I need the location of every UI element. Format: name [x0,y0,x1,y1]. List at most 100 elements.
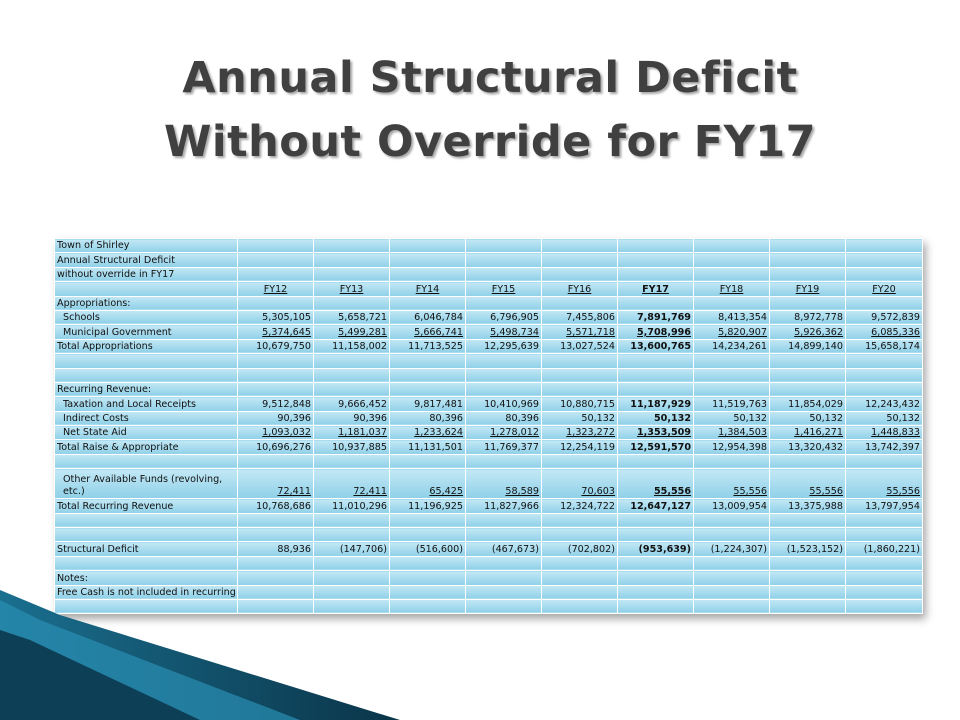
table-cell [465,353,542,369]
table-cell: 12,254,119 [541,439,618,455]
table-cell [769,453,846,470]
table-cell [237,512,314,529]
row-label [54,527,238,543]
table-cell: 9,572,839 [845,309,923,326]
table-cell [845,237,923,254]
table-cell: 58,589 [465,468,542,500]
table-cell [313,584,390,600]
table-cell [465,598,542,615]
table-cell [769,512,846,529]
table-cell [237,381,314,398]
table-row: FY12 FY13 FY14 FY15 FY16 FY17 FY18 FY19 FY20 [54,281,923,297]
table-cell: (147,706) [313,541,390,557]
table-cell [313,598,390,615]
table-row: Net State Aid 1,093,032 1,181,037 1,233,624… [54,425,923,441]
table-row: Schools 5,305,105 5,658,721 6,046,784 6,796,… [54,309,923,326]
table-cell: 15,658,174 [845,338,923,355]
table-row [54,555,923,572]
table-cell: 88,936 [237,541,314,557]
table-cell [769,381,846,398]
table-cell: 14,234,261 [693,338,770,355]
table-cell [769,295,846,311]
deficit-table-body: Town of Shirley Annual Structural Deficit… [54,237,923,615]
table-cell [617,252,694,268]
table-cell: 10,937,885 [313,439,390,455]
table-cell [541,353,618,369]
table-cell: 11,854,029 [769,396,846,412]
table-cell [541,555,618,572]
table-cell: 1,416,271 [769,425,846,441]
table-cell [237,295,314,311]
row-label: Indirect Costs [54,410,238,427]
table-row: Municipal Government 5,374,645 5,499,281 5,… [54,324,923,340]
row-label: Annual Structural Deficit [54,252,238,268]
table-cell [693,295,770,311]
table-cell: 70,603 [541,468,618,500]
table-cell: 1,278,012 [465,425,542,441]
table-cell: 9,512,848 [237,396,314,412]
table-cell [237,266,314,283]
table-cell [465,237,542,254]
table-cell: 6,796,905 [465,309,542,326]
table-cell: 12,324,722 [541,498,618,514]
table-cell: (1,523,152) [769,541,846,557]
table-cell [617,295,694,311]
table-cell [237,252,314,268]
table-cell: 12,243,432 [845,396,923,412]
table-cell [769,237,846,254]
table-cell: 12,954,398 [693,439,770,455]
table-cell: 72,411 [237,468,314,500]
table-cell [617,570,694,586]
deficit-table: Town of Shirley Annual Structural Deficit… [54,237,923,615]
table-cell [617,453,694,470]
deficit-table-container: Town of Shirley Annual Structural Deficit… [54,237,923,615]
table-cell: 6,046,784 [389,309,466,326]
row-label [54,512,238,529]
table-cell: 5,926,362 [769,324,846,340]
table-cell [617,598,694,615]
table-cell: 10,880,715 [541,396,618,412]
table-cell [845,527,923,543]
table-cell [617,381,694,398]
table-cell [845,453,923,470]
table-cell [693,266,770,283]
table-cell [389,367,466,383]
table-cell [693,512,770,529]
table-cell: FY20 [845,281,923,297]
table-cell: 1,384,503 [693,425,770,441]
table-cell: FY14 [389,281,466,297]
table-cell [845,598,923,615]
table-cell [769,353,846,369]
table-cell: 5,498,734 [465,324,542,340]
table-cell: 5,820,907 [693,324,770,340]
row-label [54,555,238,572]
table-cell: 13,600,765 [617,338,694,355]
table-cell [693,453,770,470]
table-cell [465,570,542,586]
table-row [54,598,923,615]
table-cell: 13,320,432 [769,439,846,455]
table-cell: (1,860,221) [845,541,923,557]
table-cell [769,367,846,383]
table-cell [693,598,770,615]
row-label: Taxation and Local Receipts [54,396,238,412]
table-cell [617,266,694,283]
table-cell: 12,591,570 [617,439,694,455]
table-cell: 13,027,524 [541,338,618,355]
table-cell: (516,600) [389,541,466,557]
table-cell [389,584,466,600]
table-cell [313,381,390,398]
table-cell: 11,827,966 [465,498,542,514]
table-row: Town of Shirley [54,237,923,254]
table-cell [237,584,314,600]
row-label: Notes: [54,570,238,586]
table-cell: 9,817,481 [389,396,466,412]
table-cell: (1,224,307) [693,541,770,557]
table-row: Annual Structural Deficit [54,252,923,268]
table-cell [465,512,542,529]
table-cell [465,266,542,283]
row-label [54,598,238,615]
table-cell: 11,010,296 [313,498,390,514]
table-cell [389,252,466,268]
table-cell [693,570,770,586]
